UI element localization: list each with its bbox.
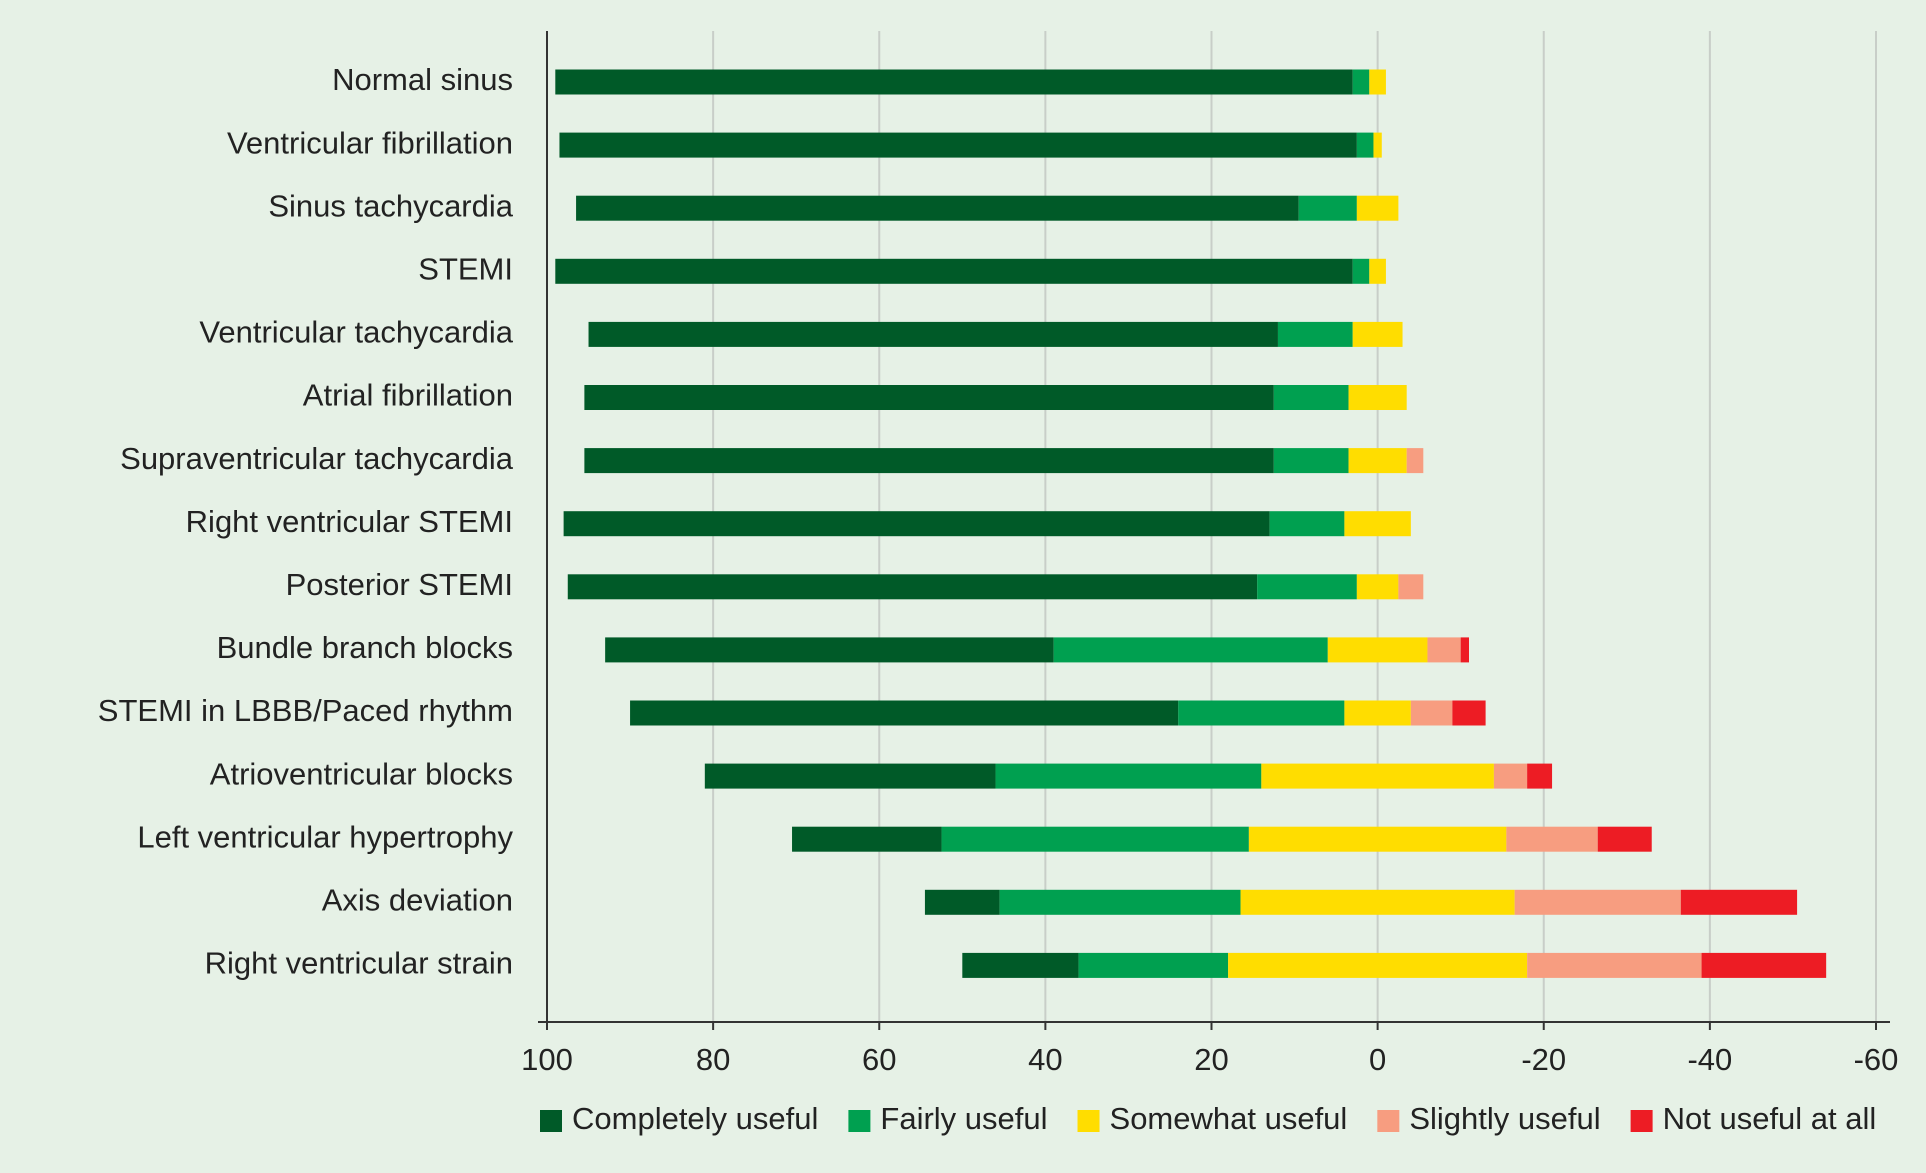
bar-segment bbox=[924, 889, 1000, 915]
legend-swatch bbox=[1630, 1110, 1653, 1132]
category-label: Supraventricular tachycardia bbox=[120, 441, 514, 476]
bar-segment bbox=[1298, 195, 1357, 221]
category-label: Right ventricular STEMI bbox=[186, 504, 513, 539]
bar-segment bbox=[1348, 385, 1407, 410]
bar-segment bbox=[1398, 574, 1424, 600]
bar-segment bbox=[1352, 69, 1370, 95]
bar-segment bbox=[555, 69, 1353, 95]
x-tick-label: 80 bbox=[696, 1042, 730, 1077]
bar-segment bbox=[576, 195, 1299, 221]
bar-segment bbox=[1248, 826, 1507, 852]
legend-label: Not useful at all bbox=[1663, 1101, 1877, 1136]
category-label: Posterior STEMI bbox=[286, 567, 513, 602]
bar-segment bbox=[1356, 195, 1399, 221]
bar-segment bbox=[1352, 321, 1403, 347]
x-tick-label: -20 bbox=[1521, 1042, 1566, 1077]
bar-segment bbox=[567, 574, 1258, 600]
bar-segment bbox=[1273, 385, 1349, 410]
x-tick-label: 20 bbox=[1194, 1042, 1228, 1077]
bar-segment bbox=[605, 637, 1054, 663]
bar-segment bbox=[1344, 700, 1411, 726]
bar-segment bbox=[1228, 952, 1528, 978]
bar-segment bbox=[1514, 889, 1681, 915]
bar-segment bbox=[1527, 952, 1702, 978]
bar-segment bbox=[1273, 448, 1349, 474]
bar-segment bbox=[1257, 574, 1357, 600]
x-tick-label: 100 bbox=[521, 1042, 573, 1077]
legend-label: Slightly useful bbox=[1409, 1101, 1600, 1136]
bar-segment bbox=[563, 511, 1270, 537]
category-label: Atrial fibrillation bbox=[303, 378, 513, 413]
bar-segment bbox=[1240, 889, 1515, 915]
legend-swatch bbox=[540, 1110, 562, 1132]
category-label: Axis deviation bbox=[322, 882, 513, 917]
bar-segment bbox=[1369, 69, 1386, 95]
bar-segment bbox=[1053, 637, 1328, 663]
x-tick-label: -60 bbox=[1854, 1042, 1899, 1077]
bar-segment bbox=[1527, 763, 1553, 789]
bar-segment bbox=[1427, 637, 1461, 663]
legend-label: Completely useful bbox=[572, 1101, 818, 1136]
legend-swatch bbox=[1077, 1110, 1100, 1132]
x-tick-label: 60 bbox=[862, 1042, 896, 1077]
bar-segment bbox=[1369, 258, 1386, 284]
bar-segment bbox=[1078, 952, 1229, 978]
bar-segment bbox=[1344, 511, 1411, 537]
bar-segment bbox=[995, 763, 1262, 789]
bar-segment bbox=[584, 448, 1274, 474]
category-label: Atrioventricular blocks bbox=[210, 756, 513, 791]
category-label: Bundle branch blocks bbox=[217, 630, 513, 665]
bar-segment bbox=[1277, 321, 1353, 347]
bar-segment bbox=[704, 763, 996, 789]
legend-swatch bbox=[1377, 1110, 1400, 1132]
bar-segment bbox=[1261, 763, 1494, 789]
bar-segment bbox=[1597, 826, 1652, 852]
bar-segment bbox=[1701, 952, 1827, 978]
bar-segment bbox=[584, 385, 1274, 410]
bar-segment bbox=[1356, 132, 1374, 158]
bar-segment bbox=[1356, 574, 1399, 600]
bar-segment bbox=[1269, 511, 1345, 537]
bar-segment bbox=[559, 132, 1357, 158]
bar-segment bbox=[588, 321, 1278, 347]
bar-segment bbox=[1452, 700, 1486, 726]
x-tick-label: -40 bbox=[1687, 1042, 1732, 1077]
category-label: Sinus tachycardia bbox=[268, 188, 513, 223]
x-tick-label: 40 bbox=[1028, 1042, 1062, 1077]
category-label: Left ventricular hypertrophy bbox=[137, 819, 513, 854]
category-label: STEMI in LBBB/Paced rhythm bbox=[98, 693, 513, 728]
category-label: STEMI bbox=[418, 251, 513, 286]
bar-segment bbox=[962, 952, 1079, 978]
x-tick-label: 0 bbox=[1369, 1042, 1386, 1077]
bar-segment bbox=[1178, 700, 1345, 726]
bar-segment bbox=[1410, 700, 1453, 726]
bar-segment bbox=[1406, 448, 1424, 474]
bar-segment bbox=[555, 258, 1353, 284]
legend-label: Fairly useful bbox=[880, 1101, 1047, 1136]
bar-segment bbox=[1327, 637, 1428, 663]
bar-segment bbox=[1348, 448, 1407, 474]
bar-segment bbox=[1460, 637, 1469, 663]
category-label: Ventricular fibrillation bbox=[227, 125, 513, 160]
bar-segment bbox=[1352, 258, 1370, 284]
bar-segment bbox=[941, 826, 1249, 852]
bar-segment bbox=[1373, 132, 1382, 158]
bar-segment bbox=[1506, 826, 1598, 852]
bar-segment bbox=[792, 826, 942, 852]
bar-segment bbox=[1680, 889, 1798, 915]
category-label: Ventricular tachycardia bbox=[199, 315, 513, 350]
legend-swatch bbox=[848, 1110, 871, 1132]
legend-label: Somewhat useful bbox=[1110, 1101, 1348, 1136]
bar-segment bbox=[630, 700, 1179, 726]
category-label: Right ventricular strain bbox=[205, 946, 513, 981]
category-label: Normal sinus bbox=[332, 62, 513, 97]
bar-segment bbox=[999, 889, 1241, 915]
bar-segment bbox=[1493, 763, 1528, 789]
